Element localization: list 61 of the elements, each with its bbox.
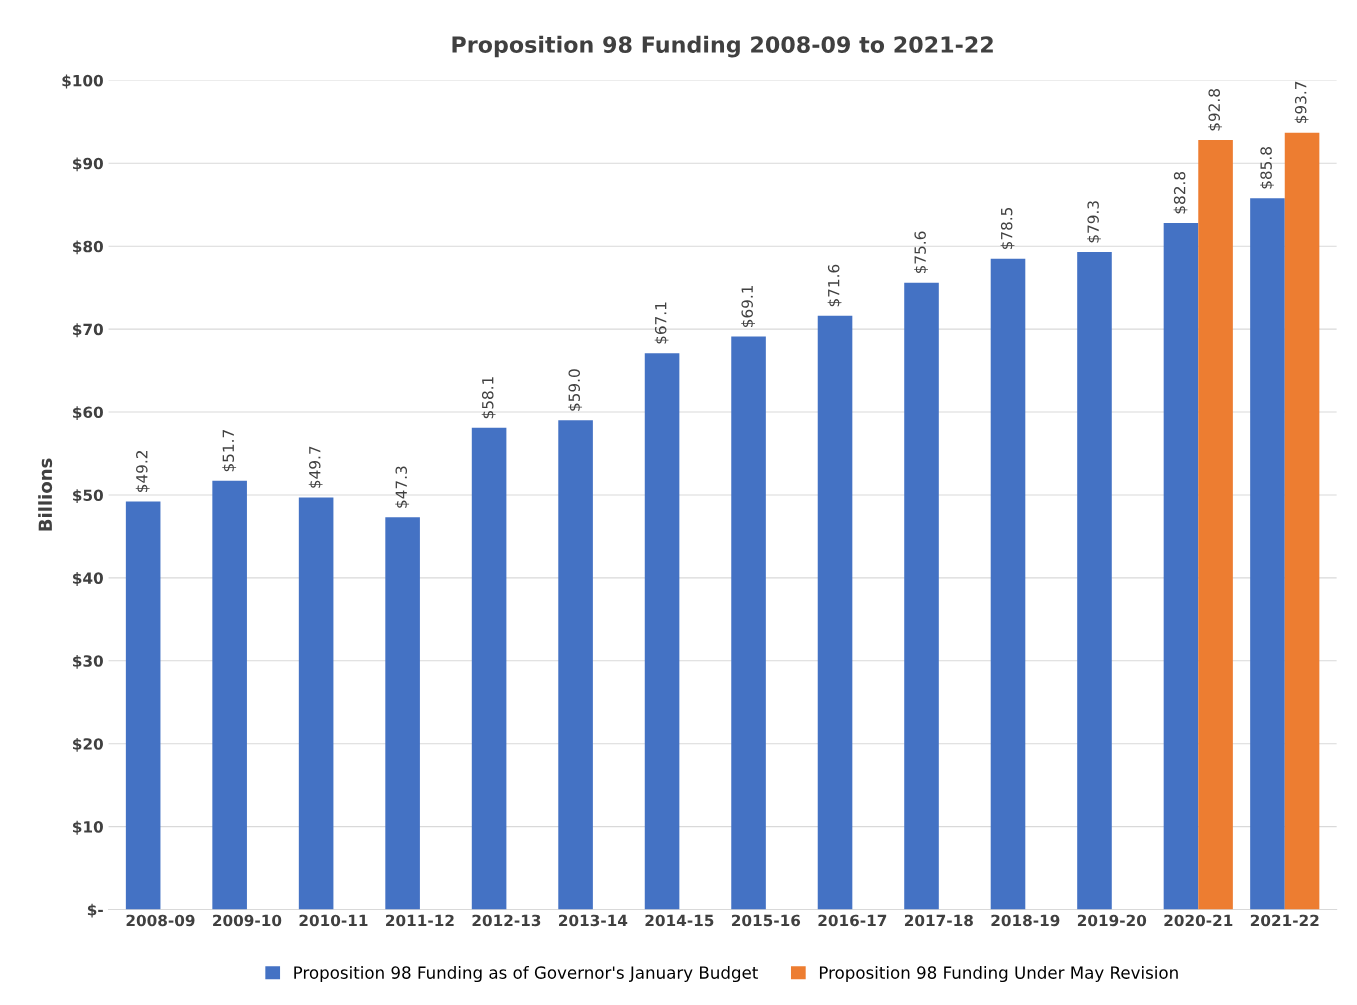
bar bbox=[1077, 252, 1112, 910]
bar bbox=[298, 497, 334, 910]
chart-title: Proposition 98 Funding 2008-09 to 2021-22 bbox=[452, 35, 993, 58]
x-tick-label: 2010-11 bbox=[299, 914, 368, 927]
data-label: $47.3 bbox=[395, 466, 410, 508]
data-label: $82.8 bbox=[1173, 171, 1188, 214]
x-tick-label: 2019-20 bbox=[1077, 914, 1147, 927]
data-label: $71.6 bbox=[827, 264, 842, 307]
data-label: $67.1 bbox=[654, 302, 669, 344]
data-label: $49.7 bbox=[308, 446, 323, 488]
y-tick-label: $100 bbox=[62, 74, 103, 89]
y-axis-title: Billions bbox=[38, 458, 53, 531]
x-tick-label: 2011-12 bbox=[386, 914, 454, 927]
x-tick-label: 2020-21 bbox=[1164, 914, 1233, 927]
y-tick-label: $20 bbox=[73, 737, 103, 752]
x-tick-label: 2017-18 bbox=[904, 914, 973, 927]
x-tick-label: 2015-16 bbox=[731, 914, 801, 927]
bar bbox=[1163, 223, 1199, 910]
bar bbox=[904, 282, 939, 910]
x-tick-label: 2021-22 bbox=[1250, 914, 1319, 927]
y-tick-label: $80 bbox=[73, 240, 103, 255]
bar bbox=[212, 480, 247, 910]
y-tick-label: $60 bbox=[73, 406, 103, 421]
y-tick-label: $30 bbox=[73, 654, 103, 669]
legend-label: Proposition 98 Funding as of Governor's January Budget bbox=[294, 965, 758, 983]
data-label: $59.0 bbox=[568, 369, 583, 411]
data-label: $58.1 bbox=[481, 377, 496, 419]
bar bbox=[385, 517, 420, 910]
bar bbox=[990, 258, 1026, 910]
bar bbox=[1250, 198, 1285, 910]
bar bbox=[644, 353, 680, 910]
bar bbox=[558, 420, 593, 910]
bar bbox=[731, 336, 766, 910]
y-tick-label: $90 bbox=[73, 157, 103, 172]
data-label: $79.3 bbox=[1087, 201, 1101, 243]
data-label: $51.7 bbox=[222, 430, 237, 472]
data-label: $69.1 bbox=[741, 285, 756, 327]
legend-label: Proposition 98 Funding Under May Revision bbox=[819, 965, 1178, 983]
x-tick-label: 2016-17 bbox=[818, 914, 887, 927]
x-tick-label: 2012-13 bbox=[472, 914, 541, 927]
bar bbox=[1284, 132, 1320, 910]
data-label: $78.5 bbox=[1000, 207, 1015, 250]
bar bbox=[817, 315, 853, 910]
y-tick-label: $70 bbox=[73, 323, 103, 338]
data-label: $85.8 bbox=[1260, 147, 1274, 189]
x-tick-label: 2009-10 bbox=[213, 914, 282, 927]
y-tick-label: $10 bbox=[73, 820, 103, 835]
x-tick-label: 2008-09 bbox=[126, 914, 195, 927]
y-tick-label: $50 bbox=[73, 489, 103, 504]
data-label: $49.2 bbox=[135, 451, 150, 492]
data-label: $75.6 bbox=[914, 231, 928, 274]
x-tick-label: 2018-19 bbox=[991, 914, 1060, 927]
y-tick-label: $- bbox=[87, 903, 103, 918]
data-label: $92.8 bbox=[1208, 89, 1223, 131]
x-tick-label: 2014-15 bbox=[645, 914, 714, 927]
bar bbox=[471, 427, 507, 910]
bar bbox=[125, 501, 161, 910]
x-tick-label: 2013-14 bbox=[559, 914, 628, 927]
y-tick-label: $40 bbox=[73, 572, 103, 586]
data-label: $93.7 bbox=[1294, 81, 1309, 124]
bar bbox=[1198, 140, 1233, 910]
